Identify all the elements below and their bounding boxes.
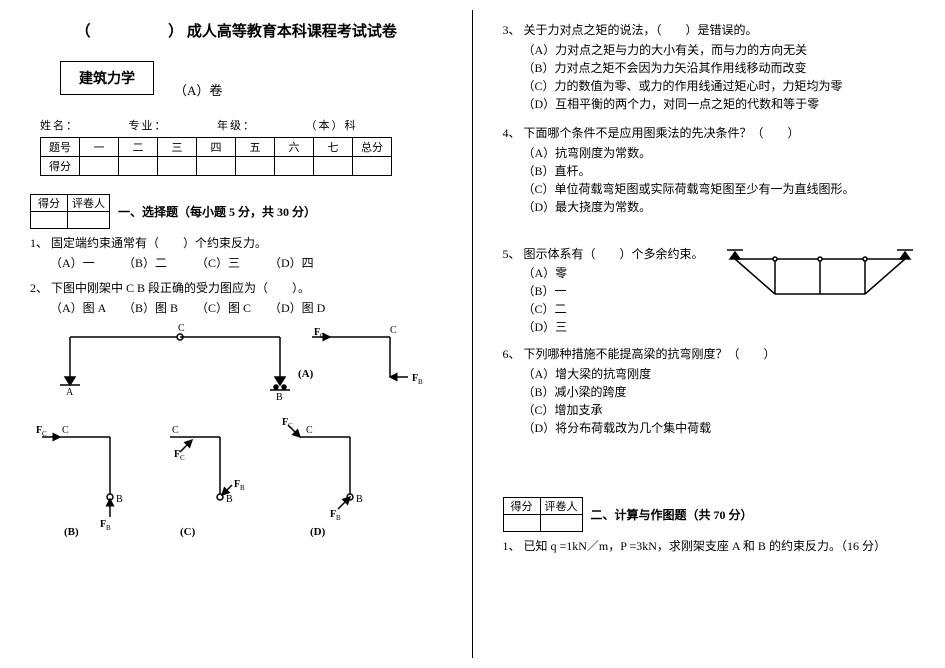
grade-label: 年级： (217, 120, 256, 132)
q3-c: （C）力的数值为零、或力的作用线通过矩心时，力矩均为零 (523, 77, 916, 95)
q6-b: （B）减小梁的跨度 (523, 383, 916, 401)
svg-text:C: C (306, 425, 313, 436)
q5-options: （A）零 （B）一 （C）二 （D）三 (523, 264, 706, 336)
svg-text:B: B (240, 484, 245, 492)
q1-options: （A）一 （B）二 （C）三 （D）四 (50, 254, 443, 272)
paper-label: （A）卷 (174, 80, 222, 99)
svg-text:C: C (42, 430, 47, 438)
right-column: 3、 关于力对点之矩的说法，（ ）是错误的。 （A）力对点之矩与力的大小有关，而… (473, 0, 945, 668)
th: 七 (314, 138, 353, 157)
section1-header: 得分 评卷人 一、选择题（每小题 5 分，共 30 分） (30, 194, 443, 229)
grader-cell: 评卷人 (540, 498, 582, 515)
svg-text:C: C (320, 332, 325, 340)
svg-text:C: C (172, 425, 179, 436)
dept-label: （本）科 (306, 120, 358, 132)
svg-text:B: B (116, 494, 123, 505)
table-row: 题号 一 二 三 四 五 六 七 总分 (41, 138, 392, 157)
q2-d: （D）图 D (269, 299, 339, 317)
q5-stem: 5、 图示体系有（ ）个多余约束。 (503, 246, 706, 263)
q4-d: （D）最大挠度为常数。 (523, 198, 916, 216)
svg-text:B: B (418, 378, 423, 386)
section2-header: 得分 评卷人 二、计算与作图题（共 70 分） (503, 497, 916, 532)
td: 得分 (41, 157, 80, 176)
q5-diagram (725, 244, 915, 314)
q2-a: （A）图 A (50, 299, 120, 317)
svg-text:A: A (66, 387, 74, 398)
svg-text:B: B (226, 494, 233, 505)
svg-text:B: B (106, 524, 111, 532)
q3-b: （B）力对点之矩不会因为力矢沿其作用线移动而改变 (523, 59, 916, 77)
q2-stem: 2、 下图中刚架中 C B 段正确的受力图应为（ ）。 (30, 280, 443, 297)
left-column: （ ） 成人高等教育本科课程考试试卷 建筑力学 （A）卷 姓名： 专业： 年级：… (0, 0, 473, 668)
exam-header: （ ） 成人高等教育本科课程考试试卷 (30, 20, 443, 41)
svg-text:(B): (B) (64, 526, 79, 538)
svg-text:(D): (D) (310, 526, 326, 538)
th: 六 (275, 138, 314, 157)
section1-title: 一、选择题（每小题 5 分，共 30 分） (118, 203, 316, 220)
major-label: 专业： (129, 120, 168, 132)
th: 二 (119, 138, 158, 157)
q1-b: （B）二 (123, 254, 193, 272)
q6-c: （C）增加支承 (523, 401, 916, 419)
score-cell: 得分 (31, 195, 68, 212)
q1-stem: 1、 固定端约束通常有（ ）个约束反力。 (30, 235, 443, 252)
score-cell: 得分 (503, 498, 540, 515)
svg-text:B: B (356, 494, 363, 505)
th: 一 (80, 138, 119, 157)
subject-row: 建筑力学 （A）卷 (60, 61, 443, 99)
score-table: 题号 一 二 三 四 五 六 七 总分 得分 (40, 137, 392, 176)
th: 三 (158, 138, 197, 157)
svg-text:C: C (178, 323, 185, 334)
q1-d: （D）四 (269, 254, 339, 272)
th: 题号 (41, 138, 80, 157)
svg-text:C: C (288, 422, 293, 430)
q4-stem: 4、 下面哪个条件不是应用图乘法的先决条件？（ ） (503, 125, 916, 142)
q4-a: （A）抗弯刚度为常数。 (523, 144, 916, 162)
q3-a: （A）力对点之矩与力的大小有关，而与力的方向无关 (523, 41, 916, 59)
q1-c: （C）三 (196, 254, 266, 272)
q6-stem: 6、 下列哪种措施不能提高梁的抗弯刚度？（ ） (503, 346, 916, 363)
svg-text:(A): (A) (298, 368, 314, 380)
paren-open: （ (76, 24, 91, 40)
q4-c: （C）单位荷载弯矩图或实际荷载弯矩图至少有一为直线图形。 (523, 180, 916, 198)
svg-text:C: C (180, 454, 185, 462)
paren-close: ） (168, 24, 183, 40)
th: 四 (197, 138, 236, 157)
q4-b: （B）直杆。 (523, 162, 916, 180)
q5-d: （D）三 (523, 318, 706, 336)
q3-d: （D）互相平衡的两个力，对同一点之矩的代数和等于零 (523, 95, 916, 113)
q5-a: （A）零 (523, 264, 706, 282)
grader-cell: 评卷人 (68, 195, 110, 212)
q2-options: （A）图 A （B）图 B （C）图 C （D）图 D (50, 299, 443, 317)
q4-options: （A）抗弯刚度为常数。 （B）直杆。 （C）单位荷载弯矩图或实际荷载弯矩图至少有… (523, 144, 916, 216)
frame-diagram: A B C FC C FB (A) (30, 317, 430, 547)
score-box-2: 得分 评卷人 (503, 497, 583, 532)
svg-text:C: C (390, 325, 397, 336)
q3-options: （A）力对点之矩与力的大小有关，而与力的方向无关 （B）力对点之矩不会因为力矢沿… (523, 41, 916, 113)
q2-b: （B）图 B (123, 299, 193, 317)
q1-a: （A）一 (50, 254, 120, 272)
q5-b: （B）一 (523, 282, 706, 300)
exam-title: 成人高等教育本科课程考试试卷 (187, 24, 397, 40)
q6-d: （D）将分布荷载改为几个集中荷载 (523, 419, 916, 437)
q2-1-stem: 1、 已知 q =1kN／m，P =3kN，求刚架支座 A 和 B 的约束反力。… (503, 538, 916, 555)
name-label: 姓名： (40, 120, 79, 132)
svg-text:B: B (276, 392, 283, 403)
th: 总分 (353, 138, 392, 157)
student-info: 姓名： 专业： 年级： （本）科 (40, 117, 443, 133)
section2-title: 二、计算与作图题（共 70 分） (591, 506, 753, 523)
table-row: 得分 (41, 157, 392, 176)
th: 五 (236, 138, 275, 157)
svg-text:B: B (336, 514, 341, 522)
q2-diagrams: A B C FC C FB (A) (30, 317, 430, 547)
q6-a: （A）增大梁的抗弯刚度 (523, 365, 916, 383)
q2-c: （C）图 C (196, 299, 266, 317)
q6-options: （A）增大梁的抗弯刚度 （B）减小梁的跨度 （C）增加支承 （D）将分布荷载改为… (523, 365, 916, 437)
svg-text:C: C (62, 425, 69, 436)
q5-c: （C）二 (523, 300, 706, 318)
score-box: 得分 评卷人 (30, 194, 110, 229)
subject-box: 建筑力学 (60, 61, 154, 95)
q3-stem: 3、 关于力对点之矩的说法，（ ）是错误的。 (503, 22, 916, 39)
svg-text:(C): (C) (180, 526, 196, 538)
